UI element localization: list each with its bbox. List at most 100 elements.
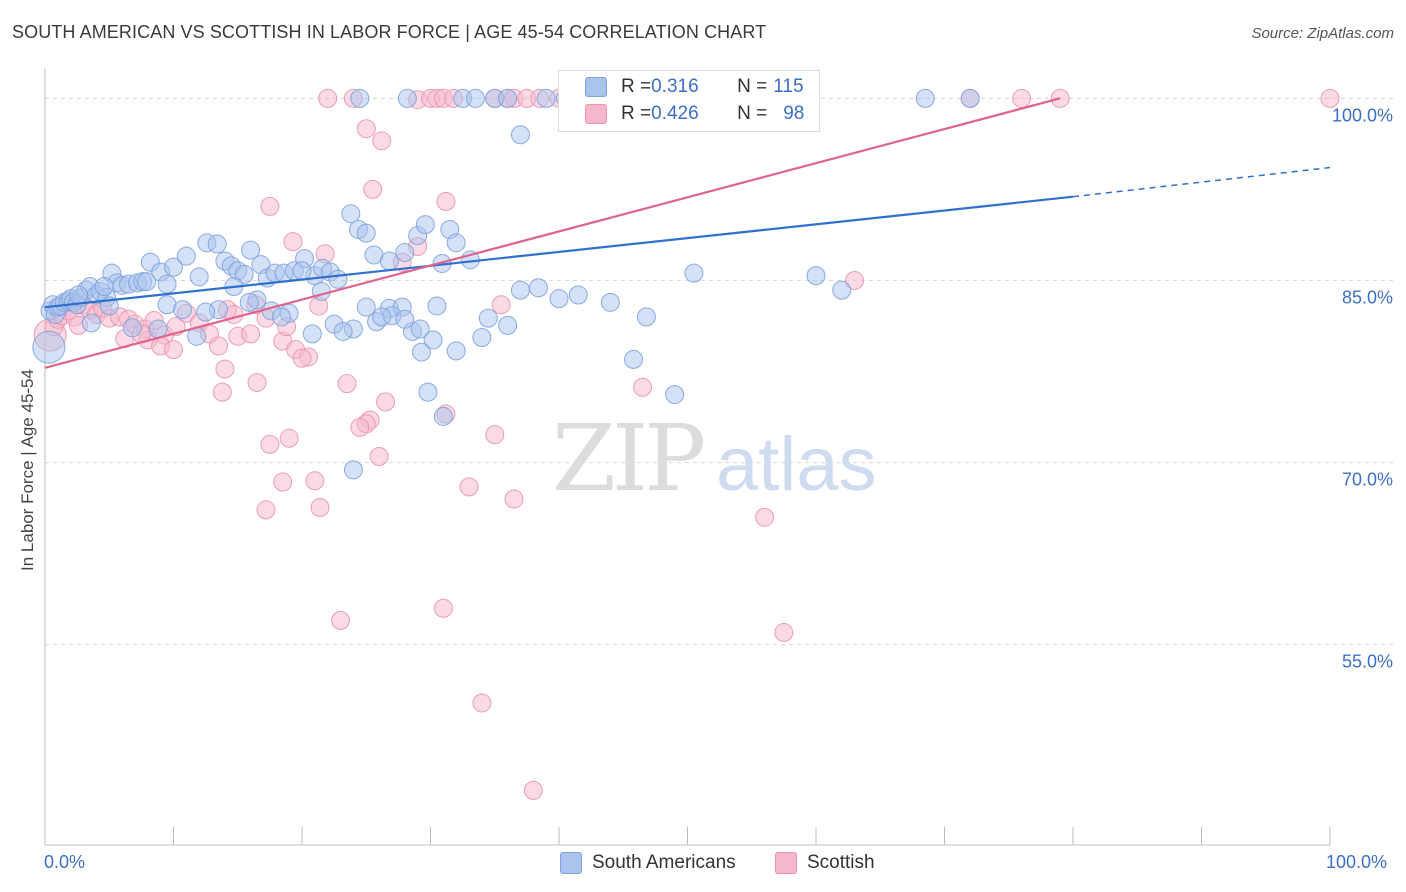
data-point xyxy=(684,263,704,283)
data-point xyxy=(241,324,261,344)
data-point xyxy=(241,240,261,260)
data-point xyxy=(283,232,303,252)
data-point xyxy=(465,88,485,108)
data-point xyxy=(446,341,466,361)
y-tick-label: 55.0% xyxy=(1342,652,1393,672)
data-point xyxy=(292,348,312,368)
scottish-trend-line xyxy=(44,97,1061,369)
data-point xyxy=(328,269,348,289)
data-point xyxy=(372,307,392,327)
data-point xyxy=(196,302,216,322)
data-point xyxy=(305,471,325,491)
blue-swatch xyxy=(560,852,582,874)
data-point xyxy=(633,377,653,397)
data-point xyxy=(356,297,376,317)
data-point xyxy=(459,477,479,497)
data-point xyxy=(504,489,524,509)
data-point xyxy=(568,285,588,305)
chart-title: SOUTH AMERICAN VS SCOTTISH IN LABOR FORC… xyxy=(12,22,767,42)
data-point xyxy=(472,693,492,713)
pink-swatch xyxy=(585,104,607,124)
data-point xyxy=(292,261,312,281)
legend-item-south-americans[interactable]: South Americans xyxy=(560,852,736,874)
axes xyxy=(44,68,1331,846)
data-point xyxy=(376,392,396,412)
data-point xyxy=(247,372,267,392)
data-point xyxy=(239,292,259,312)
data-point xyxy=(94,277,114,297)
data-point xyxy=(350,88,370,108)
y-tick-labels: 100.0% 85.0% 70.0% 55.0% xyxy=(1332,105,1393,671)
data-point xyxy=(433,598,453,618)
data-point xyxy=(122,318,142,338)
south-americans-trend-line xyxy=(44,195,1074,309)
data-point xyxy=(665,385,685,405)
data-point xyxy=(341,204,361,224)
data-point xyxy=(498,315,518,335)
data-point xyxy=(774,623,794,643)
data-point xyxy=(510,280,530,300)
data-point xyxy=(356,119,376,139)
data-point xyxy=(397,88,417,108)
data-point xyxy=(68,285,88,305)
data-point xyxy=(356,223,376,243)
south-americans-points xyxy=(32,88,980,480)
source-label: Source: ZipAtlas.com xyxy=(1251,25,1394,42)
data-point xyxy=(624,349,644,369)
data-point xyxy=(273,472,293,492)
data-point xyxy=(536,88,556,108)
data-point xyxy=(1320,88,1340,108)
data-point xyxy=(372,131,392,151)
data-point xyxy=(350,417,370,437)
data-point xyxy=(498,88,518,108)
data-point xyxy=(172,300,192,320)
data-point xyxy=(337,374,357,394)
data-point xyxy=(81,313,101,333)
n-label: N = xyxy=(737,103,768,124)
south-americans-trend-extension xyxy=(1072,166,1331,198)
x-min-label: 0.0% xyxy=(44,852,86,872)
r-value: 0.426 xyxy=(651,103,699,124)
legend-row-scottish: R = 0.426 N = 98 xyxy=(585,102,804,126)
data-point xyxy=(333,321,353,341)
y-tick-label: 70.0% xyxy=(1342,470,1393,490)
data-point xyxy=(845,270,865,290)
legend-label: Scottish xyxy=(807,852,875,873)
data-point xyxy=(189,267,209,287)
stats-legend: R = 0.316 N = 115 R = 0.426 N = 98 xyxy=(558,70,820,132)
watermark-atlas: atlas xyxy=(716,422,877,507)
data-point xyxy=(302,324,322,344)
data-point xyxy=(410,319,430,339)
data-point xyxy=(478,308,498,328)
blue-swatch xyxy=(585,77,607,97)
data-point xyxy=(485,425,505,445)
data-point xyxy=(207,234,227,254)
data-point xyxy=(423,330,443,350)
data-point xyxy=(215,359,235,379)
data-point xyxy=(157,274,177,294)
data-point xyxy=(600,292,620,312)
watermark: ZIP atlas xyxy=(552,405,877,512)
y-axis-label: In Labor Force | Age 45-54 xyxy=(18,369,37,571)
data-point xyxy=(915,88,935,108)
data-point xyxy=(832,280,852,300)
data-point xyxy=(491,295,511,315)
data-point xyxy=(960,88,980,108)
data-point xyxy=(318,88,338,108)
r-label: R = xyxy=(621,76,652,97)
data-point xyxy=(164,257,183,277)
data-point xyxy=(1012,88,1032,108)
data-point xyxy=(528,278,548,298)
data-point xyxy=(418,382,438,402)
data-point xyxy=(395,243,415,263)
legend-item-scottish[interactable]: Scottish xyxy=(775,852,875,874)
data-point xyxy=(176,246,196,266)
data-point xyxy=(212,382,232,402)
data-point xyxy=(32,330,66,364)
n-value: 98 xyxy=(783,103,805,124)
data-point xyxy=(427,296,447,316)
data-point xyxy=(446,233,466,253)
x-max-label: 100.0% xyxy=(1326,852,1388,872)
legend-row-south-americans: R = 0.316 N = 115 xyxy=(585,75,804,99)
